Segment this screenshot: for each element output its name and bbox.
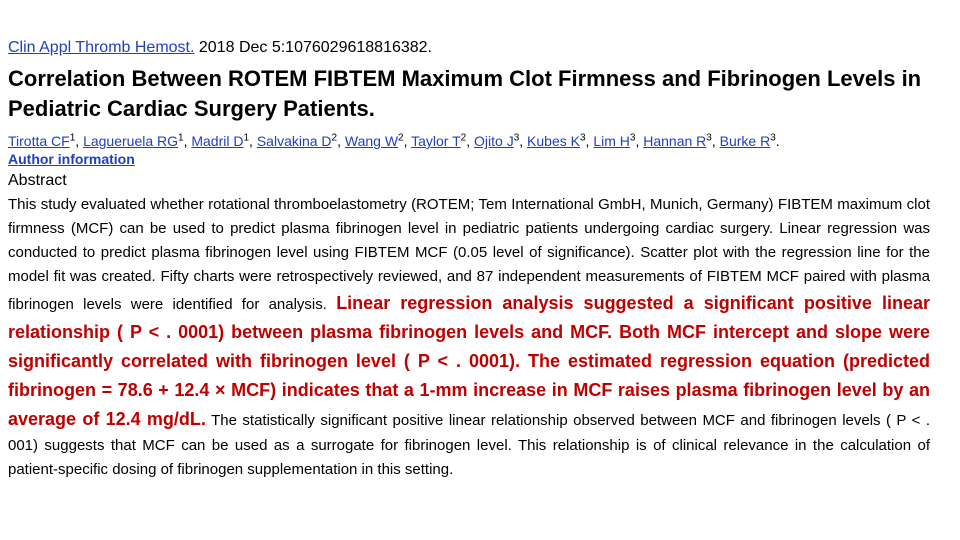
citation-details: 2018 Dec 5:1076029618816382. bbox=[194, 39, 432, 56]
author-link[interactable]: Tirotta CF bbox=[8, 133, 70, 149]
citation-line: Clin Appl Thromb Hemost. 2018 Dec 5:1076… bbox=[8, 38, 930, 58]
author-link[interactable]: Lagueruela RG bbox=[83, 133, 179, 149]
abstract-conclusion-text: The statistically significant positive l… bbox=[8, 412, 930, 478]
author-affiliation: 1 bbox=[178, 132, 184, 144]
author-link[interactable]: Madril D bbox=[191, 133, 244, 149]
author-affiliation: 3 bbox=[770, 132, 776, 144]
author-affiliation: 2 bbox=[460, 132, 467, 144]
author-affiliation: 1 bbox=[243, 132, 250, 144]
article-page: Clin Appl Thromb Hemost. 2018 Dec 5:1076… bbox=[8, 38, 930, 482]
author-affiliation: 2 bbox=[398, 132, 404, 144]
author-link[interactable]: Wang W bbox=[344, 133, 399, 149]
abstract-heading: Abstract bbox=[8, 172, 67, 189]
author-link[interactable]: Burke R bbox=[719, 133, 771, 149]
author-affiliation: 3 bbox=[513, 132, 520, 144]
author-link[interactable]: Taylor T bbox=[411, 133, 461, 149]
author-information-link[interactable]: Author information bbox=[8, 151, 135, 167]
abstract-methods-text: This study evaluated whether rotational … bbox=[8, 196, 930, 313]
author-link[interactable]: Kubes K bbox=[527, 133, 580, 149]
journal-link[interactable]: Clin Appl Thromb Hemost. bbox=[8, 39, 195, 56]
abstract-results-highlight: Linear regression analysis suggested a s… bbox=[8, 293, 930, 429]
author-link[interactable]: Ojito J bbox=[474, 133, 514, 149]
author-affiliation: 2 bbox=[331, 132, 338, 144]
author-affiliation: 3 bbox=[706, 132, 712, 144]
author-affiliation: 1 bbox=[69, 132, 76, 144]
author-link[interactable]: Hannan R bbox=[643, 133, 707, 149]
author-affiliation: 3 bbox=[579, 132, 586, 144]
article-title: Correlation Between ROTEM FIBTEM Maximum… bbox=[8, 66, 922, 121]
author-affiliation: 3 bbox=[629, 132, 636, 144]
author-link[interactable]: Salvakina D bbox=[256, 133, 332, 149]
abstract-body: This study evaluated whether rotational … bbox=[8, 193, 930, 482]
author-link[interactable]: Lim H bbox=[593, 133, 630, 149]
author-list: Tirotta CF1, Lagueruela RG1, Madril D1, … bbox=[8, 132, 780, 149]
